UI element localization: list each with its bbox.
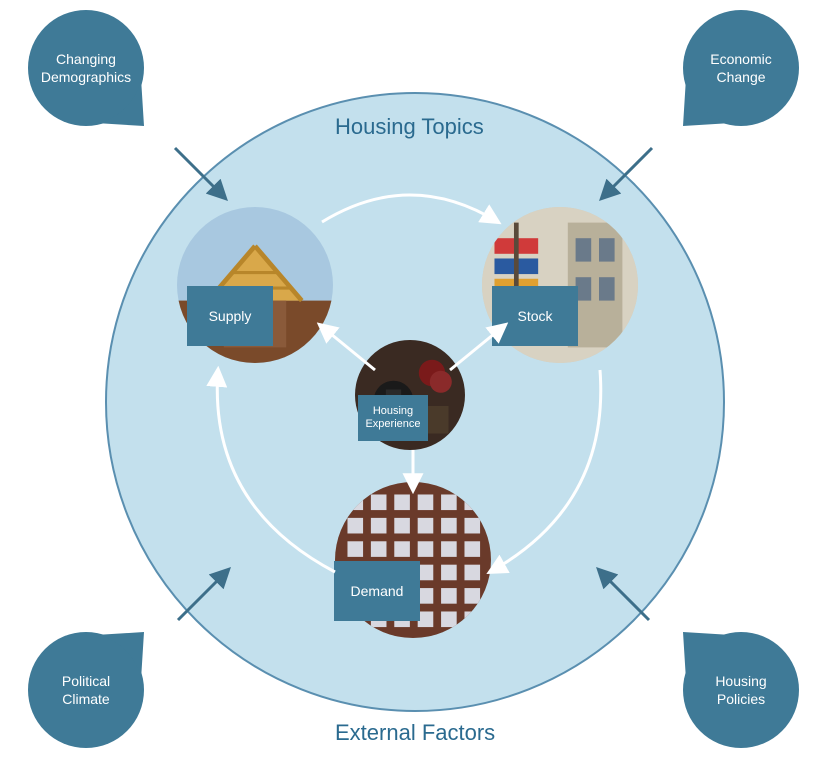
bubble-changing-demographics: ChangingDemographics bbox=[28, 10, 144, 126]
bubble-economic-change: EconomicChange bbox=[683, 10, 799, 126]
node-supply-label: Supply bbox=[187, 286, 273, 346]
bubble-label: ChangingDemographics bbox=[41, 50, 131, 86]
node-demand-label: Demand bbox=[334, 561, 420, 621]
node-stock-label: Stock bbox=[492, 286, 578, 346]
title-housing-topics: Housing Topics bbox=[335, 114, 484, 140]
node-center-label: HousingExperience bbox=[358, 395, 428, 441]
bubble-label: HousingPolicies bbox=[715, 672, 766, 708]
bubble-label: EconomicChange bbox=[710, 50, 771, 86]
bubble-political-climate: PoliticalClimate bbox=[28, 632, 144, 748]
bubble-housing-policies: HousingPolicies bbox=[683, 632, 799, 748]
title-external-factors: External Factors bbox=[335, 720, 495, 746]
bubble-label: PoliticalClimate bbox=[62, 672, 110, 708]
